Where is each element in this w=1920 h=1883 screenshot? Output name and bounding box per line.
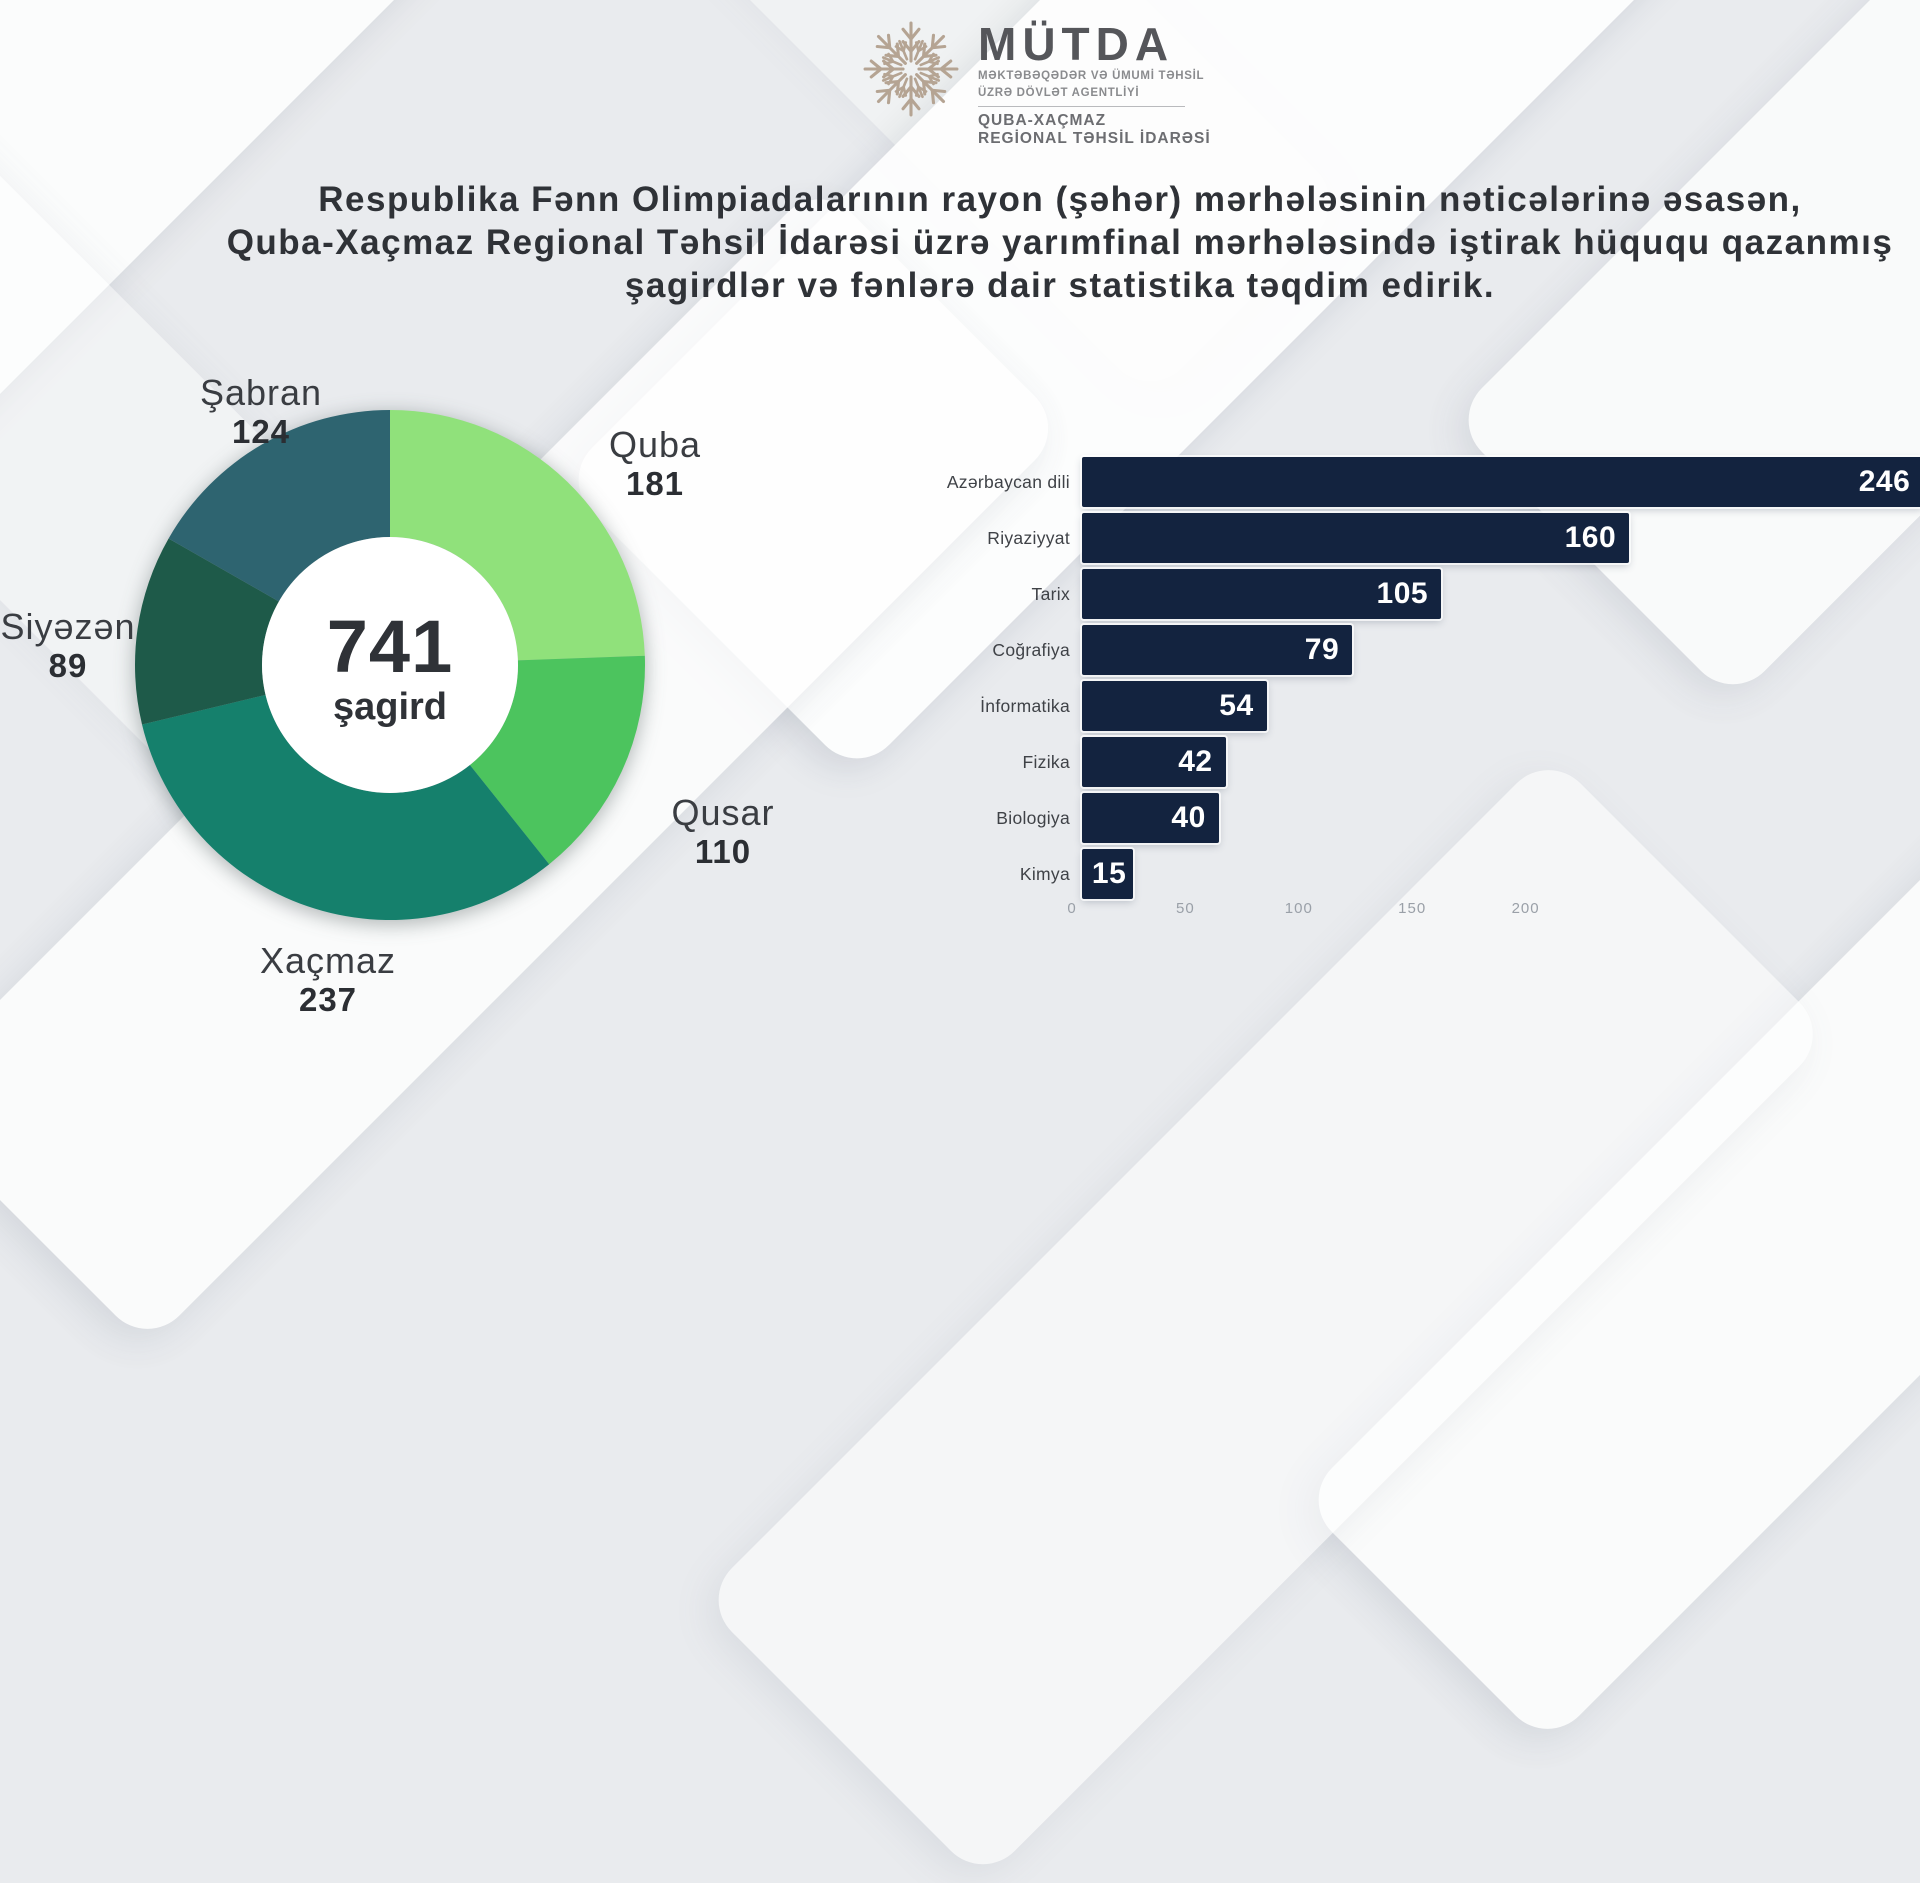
region-donut-chart	[135, 410, 645, 920]
donut-segment-Qusar	[469, 655, 645, 865]
donut-label-Qusar: Qusar 110	[671, 793, 774, 871]
bar-Azərbaycan dili: 246	[1082, 457, 1920, 507]
bar-value-label: 40	[1171, 801, 1206, 834]
bar-row: 160	[1082, 513, 1920, 563]
donut-segment-Xaçmaz	[142, 694, 550, 920]
region-value: 237	[298, 981, 358, 1018]
logo-divider	[978, 106, 1185, 107]
bar-row: 246	[1082, 457, 1920, 507]
donut-segment-Quba	[390, 410, 645, 661]
bar-Coğrafiya: 79	[1082, 625, 1353, 675]
x-axis-tick-150: 150	[1398, 900, 1427, 917]
bar-value-label: 160	[1564, 521, 1617, 554]
donut-segment-Siyəzən	[135, 538, 279, 725]
bar-Biologiya: 40	[1082, 793, 1219, 843]
donut-total-unit: şagird	[332, 686, 448, 728]
bar-Riyaziyyat: 160	[1082, 513, 1630, 563]
logo-dept-line2: REGİONAL TƏHSİL İDARƏSİ	[978, 130, 1211, 147]
x-axis-tick-100: 100	[1284, 900, 1313, 917]
agency-logo: MÜTDA MƏKTƏBƏQƏDƏR VƏ ÜMUMİ TƏHSİL ÜZRƏ …	[858, 16, 1211, 148]
bar-value-label: 79	[1304, 633, 1340, 666]
x-axis-tick-0: 0	[1067, 900, 1077, 917]
donut-segment-Şabran	[168, 410, 390, 602]
bar-Tarix: 105	[1082, 569, 1442, 619]
bar-value-label: 105	[1376, 577, 1429, 610]
logo-agency-line2: ÜZRƏ DÖVLƏT AGENTLİYİ	[978, 87, 1140, 99]
bar-row: 79	[1082, 625, 1920, 675]
donut-label-Şabran: Şabran 124	[200, 373, 322, 451]
region-value: 89	[48, 647, 88, 684]
subject-bar-chart: 246 160 105 79 54 42 40 15	[1082, 457, 1920, 905]
page-title: Respublika Fənn Olimpiadalarının rayon (…	[227, 178, 1894, 307]
logo-agency-line1: MƏKTƏBƏQƏDƏR VƏ ÜMUMİ TƏHSİL	[978, 70, 1205, 82]
bar-value-label: 54	[1219, 689, 1254, 722]
x-axis-tick-200: 200	[1511, 900, 1540, 917]
bar-category-label-Coğrafiya: Coğrafiya	[992, 639, 1070, 660]
donut-hole	[262, 537, 518, 793]
logo-dept-line1: QUBA-XAÇMAZ	[978, 112, 1107, 129]
bar-value-label: 42	[1178, 745, 1213, 778]
bar-value-label: 246	[1858, 465, 1911, 498]
bar-chart-category-labels: Azərbaycan dili Riyaziyyat Tarix Coğrafiya İ…	[790, 457, 1070, 905]
bar-category-label-Tarix: Tarix	[1031, 583, 1070, 604]
bar-row: 40	[1082, 793, 1920, 843]
region-name: Xaçmaz	[259, 940, 397, 981]
bar-category-label-Biologiya: Biologiya	[996, 807, 1070, 828]
region-value: 110	[694, 833, 752, 870]
x-axis-tick-50: 50	[1176, 900, 1195, 917]
donut-label-Xaçmaz: Xaçmaz 237	[260, 941, 396, 1019]
logo-name: MÜTDA	[978, 18, 1175, 70]
bar-category-label-İnformatika: İnformatika	[980, 695, 1070, 716]
region-name: Siyəzən	[0, 606, 136, 647]
donut-center-label: 741 şagird	[270, 605, 510, 729]
bar-row: 15	[1082, 849, 1920, 899]
region-value: 124	[231, 413, 291, 450]
bar-category-label-Riyaziyyat: Riyaziyyat	[987, 527, 1070, 548]
region-name: Quba	[608, 424, 702, 465]
title-line-1: Respublika Fənn Olimpiadalarının rayon (…	[318, 180, 1802, 219]
bar-category-label-Fizika: Fizika	[1022, 751, 1070, 772]
bar-value-label: 15	[1091, 857, 1127, 890]
region-name: Şabran	[199, 372, 323, 413]
bar-Kimya: 15	[1082, 849, 1134, 899]
title-line-2: Quba-Xaçmaz Regional Təhsil İdarəsi üzrə…	[226, 223, 1894, 262]
donut-label-Siyəzən: Siyəzən 89	[0, 607, 135, 685]
region-value: 181	[625, 465, 685, 502]
bar-category-label-Kimya: Kimya	[1019, 863, 1070, 884]
bar-row: 42	[1082, 737, 1920, 787]
bar-İnformatika: 54	[1082, 681, 1267, 731]
bar-row: 105	[1082, 569, 1920, 619]
title-line-3: şagirdlər və fənlərə dair statistika təq…	[624, 266, 1496, 305]
bar-Fizika: 42	[1082, 737, 1226, 787]
starburst-emblem-icon	[863, 21, 959, 117]
donut-label-Quba: Quba 181	[609, 425, 701, 503]
bar-category-label-Azərbaycan dili: Azərbaycan dili	[946, 471, 1070, 492]
bar-row: 54	[1082, 681, 1920, 731]
region-name: Qusar	[671, 792, 775, 833]
donut-total-value: 741	[326, 605, 454, 688]
